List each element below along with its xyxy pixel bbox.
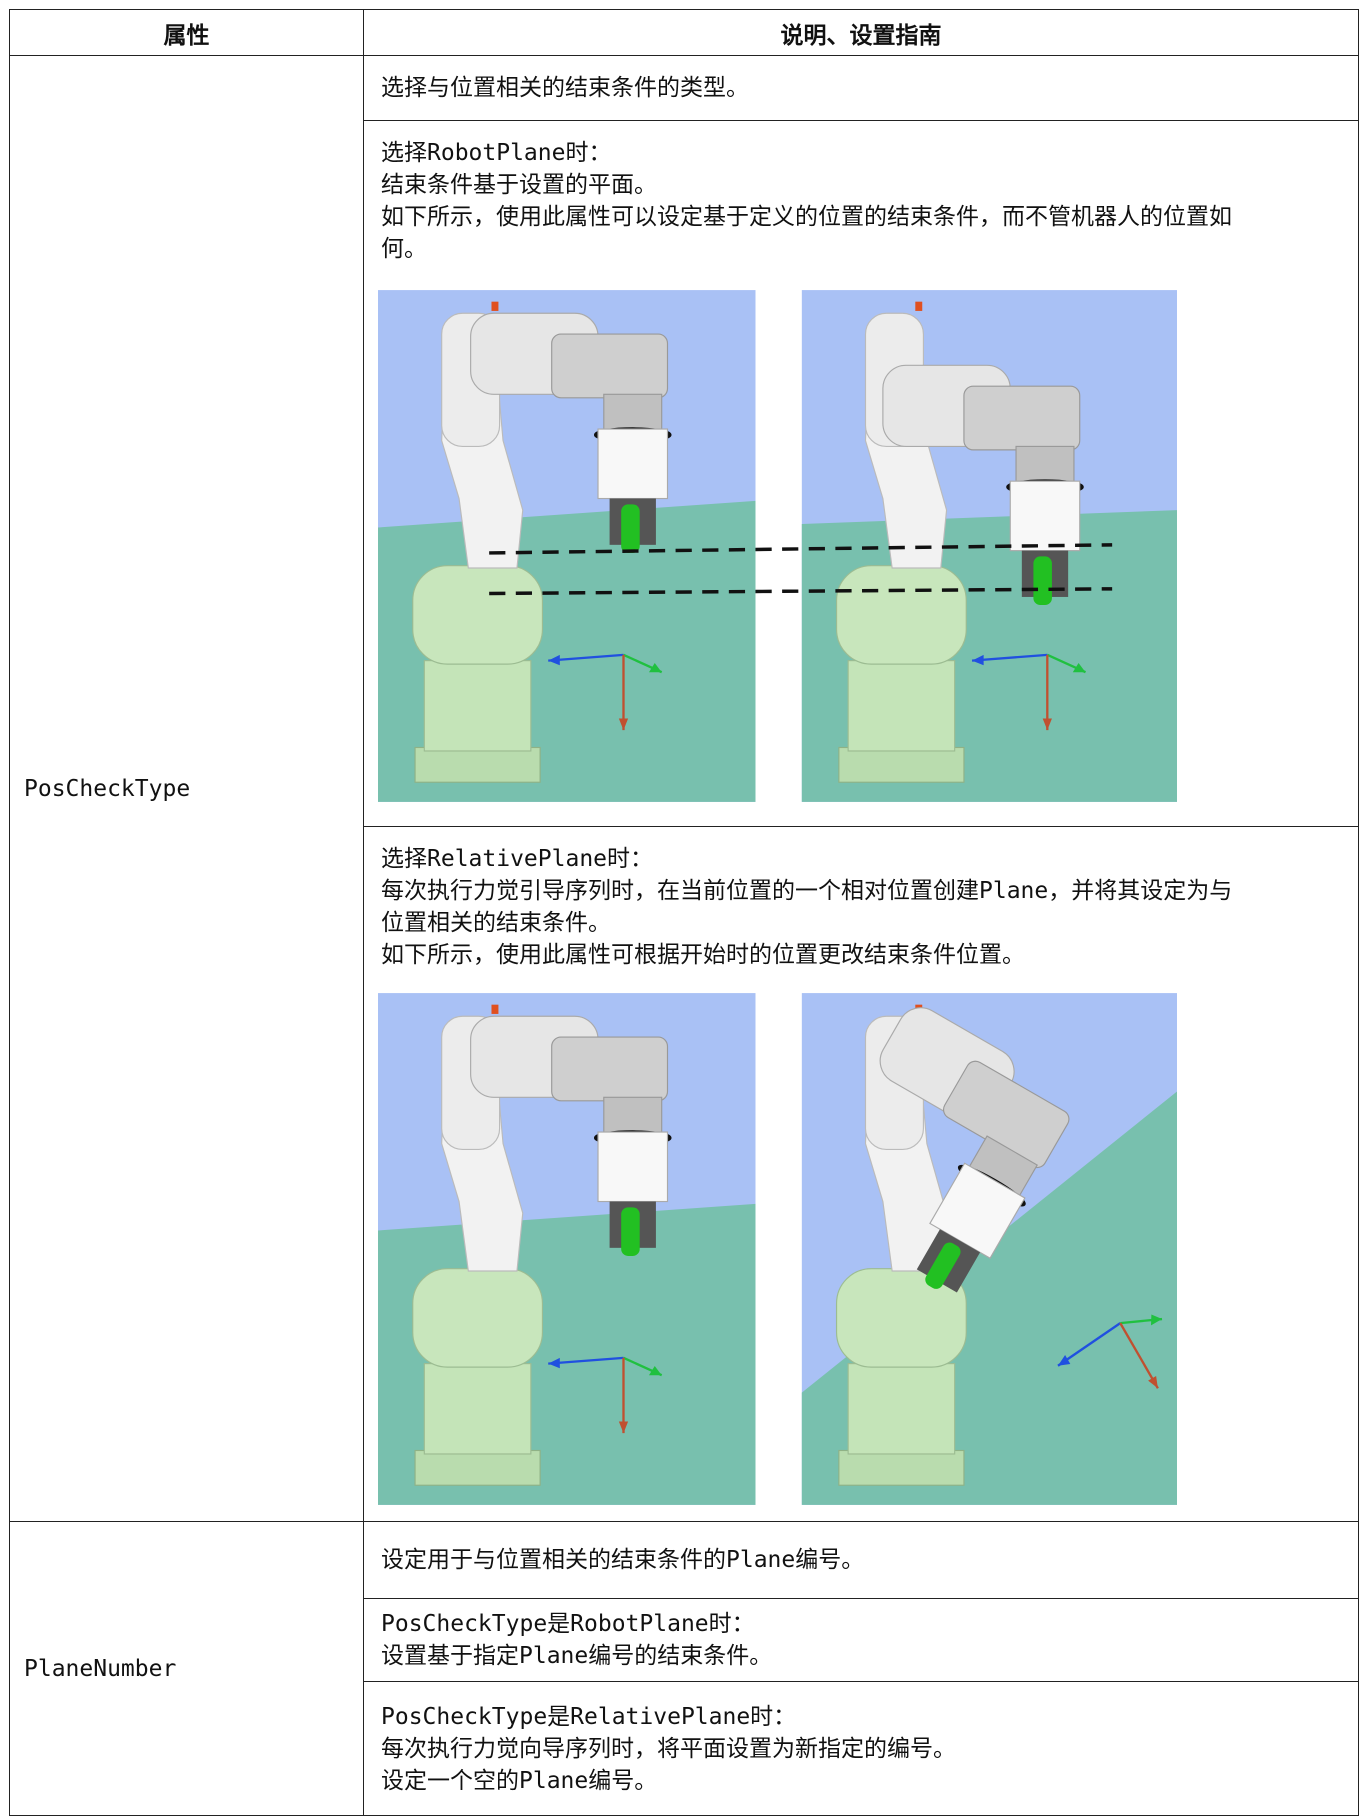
relative-plane-illustration bbox=[378, 993, 1177, 1505]
description-cell: 选择RelativePlane时： 每次执行力觉引导序列时，在当前位置的一个相对位… bbox=[363, 826, 1359, 1522]
text-line: 何。 bbox=[381, 236, 427, 262]
text-line: PosCheckType是RelativePlane时： bbox=[381, 1703, 797, 1730]
robot-plane-illustration bbox=[378, 290, 1177, 802]
header-cell: 属性 bbox=[9, 9, 364, 56]
text-line: 结束条件基于设置的平面。 bbox=[381, 172, 657, 198]
text-line: 设定用于与位置相关的结束条件的Plane编号。 bbox=[381, 1547, 865, 1573]
text-line: 如下所示，使用此属性可以设定基于定义的位置的结束条件，而不管机器人的位置如 bbox=[381, 204, 1232, 230]
text-line: 位置相关的结束条件。 bbox=[381, 910, 611, 936]
description-cell: PosCheckType是RobotPlane时： 设置基于指定Plane编号的结… bbox=[363, 1598, 1359, 1682]
text-line: 每次执行力觉向导序列时，将平面设置为新指定的编号。 bbox=[381, 1735, 956, 1762]
property-cell: PlaneNumber bbox=[9, 1521, 364, 1816]
text-line: PosCheckType是RobotPlane时： bbox=[381, 1611, 755, 1637]
text-line: 每次执行力觉引导序列时，在当前位置的一个相对位置创建Plane，并将其设定为与 bbox=[381, 878, 1233, 904]
text-line: 设定一个空的Plane编号。 bbox=[381, 1767, 658, 1794]
header-cell: 说明、设置指南 bbox=[363, 9, 1359, 56]
text-line: 选择RobotPlane时： bbox=[381, 140, 612, 166]
description-cell: PosCheckType是RelativePlane时： 每次执行力觉向导序列时，… bbox=[363, 1681, 1359, 1816]
text-line: 如下所示，使用此属性可根据开始时的位置更改结束条件位置。 bbox=[381, 942, 1025, 968]
property-cell: PosCheckType bbox=[9, 55, 364, 1522]
description-cell: 设定用于与位置相关的结束条件的Plane编号。 bbox=[363, 1521, 1359, 1599]
description-cell: 选择与位置相关的结束条件的类型。 bbox=[363, 55, 1359, 121]
text-line: 选择与位置相关的结束条件的类型。 bbox=[381, 75, 749, 101]
text-line: 选择RelativePlane时： bbox=[381, 846, 654, 872]
text-line: 设置基于指定Plane编号的结束条件。 bbox=[381, 1643, 773, 1669]
